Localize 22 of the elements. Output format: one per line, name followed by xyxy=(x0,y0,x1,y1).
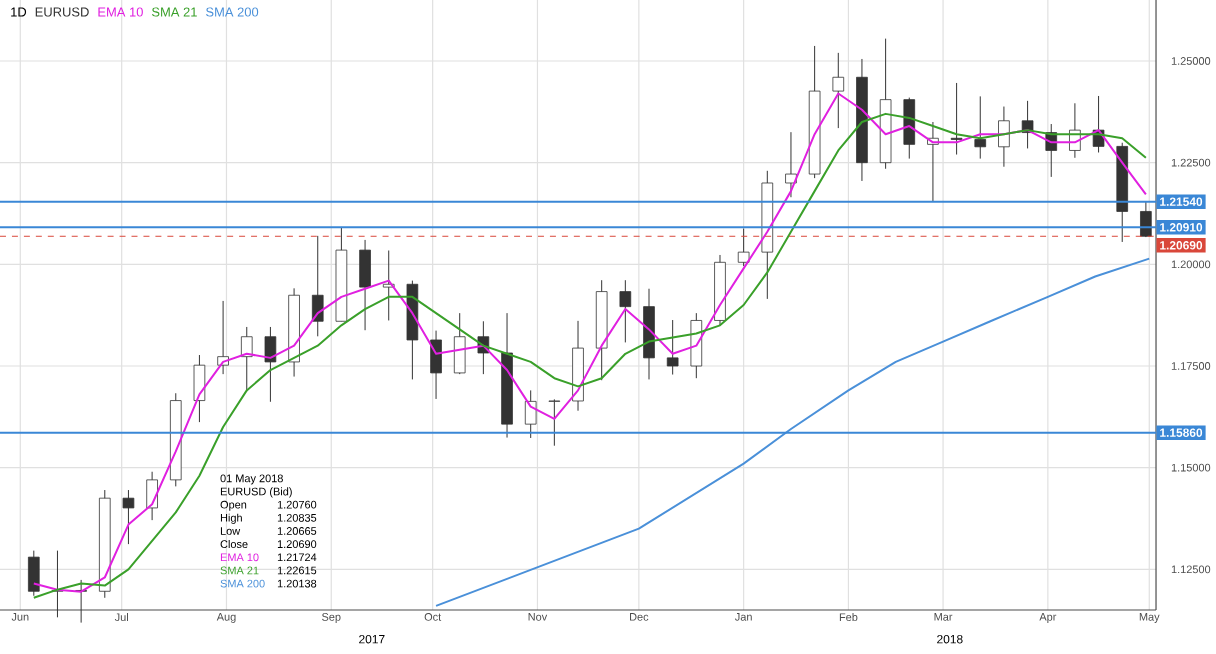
candlestick xyxy=(240,326,253,392)
candlestick xyxy=(737,228,750,267)
candlestick xyxy=(311,235,324,337)
candlestick xyxy=(27,550,40,597)
candlestick xyxy=(193,354,206,423)
candlestick xyxy=(382,250,395,321)
candlestick xyxy=(619,279,632,343)
candlestick xyxy=(264,326,277,403)
candlestick xyxy=(524,389,537,439)
candlestick xyxy=(666,319,679,376)
candlestick xyxy=(903,97,916,160)
candlestick xyxy=(1140,200,1152,238)
candlestick xyxy=(430,330,442,400)
candlestick xyxy=(832,52,845,129)
candlestick xyxy=(785,131,797,198)
candlestick xyxy=(453,312,466,375)
candlestick xyxy=(998,106,1010,168)
candlestick xyxy=(974,95,987,160)
candlestick xyxy=(548,398,561,447)
candlestick xyxy=(950,82,963,156)
candlestick xyxy=(122,489,135,545)
candlestick xyxy=(359,239,371,331)
